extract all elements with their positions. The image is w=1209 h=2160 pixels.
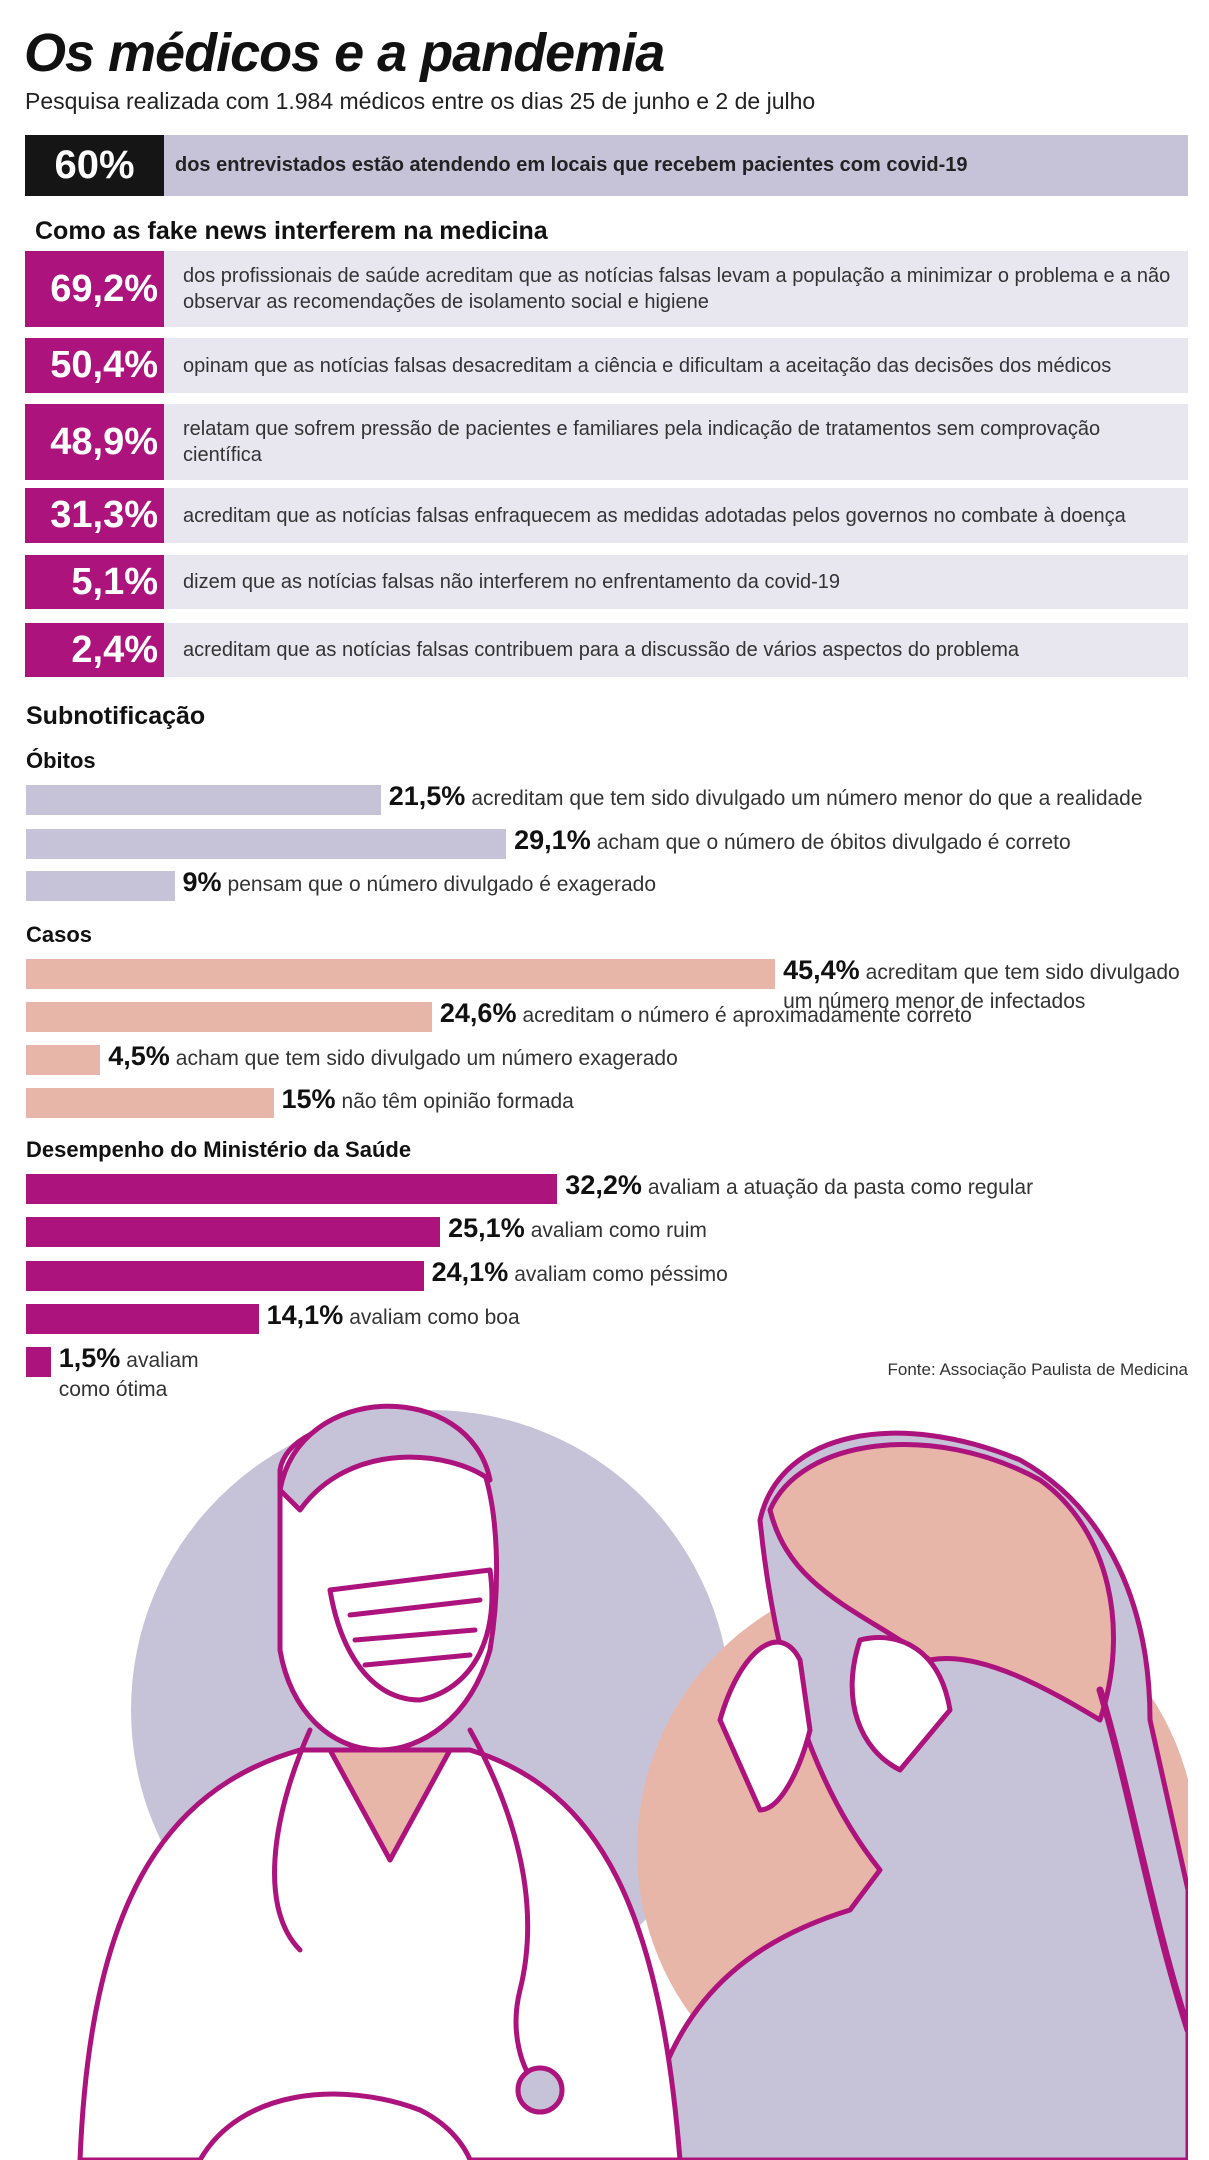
title: Os médicos e a pandemia (24, 23, 665, 83)
bar (26, 1261, 424, 1291)
fake-news-row: 50,4% opinam que as notícias falsas desac… (25, 338, 1188, 393)
bar-label: 45,4% acreditam que tem sido divulgado um… (783, 953, 1200, 1015)
fake-news-text: dizem que as notícias falsas não interfe… (183, 571, 841, 593)
bar-description: não têm opinião formada (341, 1090, 574, 1113)
bar-description: acreditam o número é aproximadamente cor… (522, 1004, 972, 1027)
value-label: 29,1% (514, 825, 591, 855)
bar (26, 1045, 101, 1075)
bar (26, 1174, 558, 1204)
bar (26, 871, 175, 901)
value-label: 15% (281, 1084, 336, 1114)
bar-description: avaliam como péssimo (514, 1263, 728, 1286)
value-label: 14,1% (266, 1300, 344, 1330)
bar-label: 9% pensam que o número divulgado é exager… (183, 865, 657, 900)
bar-description: acreditam que tem sido divulgado um núme… (471, 787, 1143, 810)
bar-description: acreditam que tem sido divulgado um núme… (783, 961, 1180, 1014)
chart-title: Óbitos (26, 748, 96, 773)
fake-news-row: 2,4% acreditam que as notícias falsas con… (25, 623, 1188, 677)
value-label: 32,2% (565, 1170, 642, 1200)
bar-label: 14,1% avaliam como boa (267, 1298, 520, 1333)
fake-news-row: 69,2% dos profissionais de saúde acredita… (25, 251, 1188, 327)
bar-label: 25,1% avaliam como ruim (448, 1211, 707, 1246)
chart-title: Casos (26, 922, 93, 947)
highlight-value: 60% (25, 135, 164, 196)
fake-news-value: 5,1% (25, 555, 164, 609)
fake-news-value: 50,4% (25, 338, 164, 393)
bar-description: pensam que o número divulgado é exagerad… (227, 873, 657, 896)
fake-news-value: 69,2% (25, 251, 164, 327)
fake-news-row: 5,1% dizem que as notícias falsas não int… (25, 555, 1188, 609)
bar-label: 32,2% avaliam a atuação da pasta como reg… (565, 1168, 1033, 1203)
bar-description: avaliam a atuação da pasta como regular (647, 1176, 1034, 1199)
value-label: 21,5% (388, 781, 466, 811)
bar-label: 24,6% acreditam o número é aproximadament… (440, 996, 972, 1031)
bar (26, 1304, 259, 1334)
highlight-text: dos entrevistados estão atendendo em loc… (175, 154, 968, 176)
bar-label: 1,5% avaliam como ótima (59, 1341, 209, 1403)
bar (26, 785, 381, 815)
bar (26, 1347, 51, 1377)
value-label: 9% (182, 867, 222, 897)
fake-news-row: 48,9% relatam que sofrem pressão de pacie… (25, 404, 1188, 480)
subtitle: Pesquisa realizada com 1.984 médicos ent… (25, 88, 816, 114)
bar-description: acham que tem sido divulgado um número e… (175, 1047, 678, 1070)
bar-label: 29,1% acham que o número de óbitos divulg… (514, 823, 1071, 858)
bar (26, 1088, 274, 1118)
bar-label: 21,5% acreditam que tem sido divulgado um… (389, 779, 1143, 814)
value-label: 4,5% (108, 1041, 170, 1071)
bar-description: acham que o número de óbitos divulgado é… (596, 831, 1071, 854)
fake-news-text: opinam que as notícias falsas desacredit… (183, 354, 1112, 377)
value-label: 25,1% (448, 1213, 525, 1243)
chart-title: Desempenho do Ministério da Saúde (26, 1137, 412, 1162)
fake-news-row: 31,3% acreditam que as notícias falsas en… (25, 488, 1188, 543)
value-label: 1,5% (58, 1343, 121, 1373)
fake-news-value: 48,9% (25, 404, 164, 480)
bar-label: 4,5% acham que tem sido divulgado um núme… (108, 1039, 678, 1074)
bar-label: 15% não têm opinião formada (282, 1082, 574, 1117)
fake-news-text: acreditam que as notícias falsas contrib… (183, 639, 1020, 661)
section-title: Como as fake news interferem na medicina (35, 217, 548, 245)
bar (26, 959, 776, 989)
bar-label: 24,1% avaliam como péssimo (432, 1255, 728, 1290)
bar (26, 829, 507, 859)
fake-news-value: 31,3% (25, 488, 164, 543)
fake-news-text: dos profissionais de saúde acreditam que… (183, 265, 1171, 313)
bar-description: avaliam como ótima (58, 1349, 199, 1402)
bar (26, 1217, 441, 1247)
bar-description: avaliam como boa (349, 1306, 520, 1329)
value-label: 24,1% (431, 1257, 509, 1287)
value-label: 24,6% (439, 998, 517, 1028)
source: Fonte: Associação Paulista de Medicina (887, 1360, 1188, 1379)
highlight: 60% dos entrevistados estão atendendo em… (25, 135, 1188, 196)
fake-news-text: acreditam que as notícias falsas enfraqu… (183, 504, 1126, 527)
bar (26, 1002, 432, 1032)
illustration (77, 1403, 1188, 2160)
fake-news-value: 2,4% (25, 623, 164, 677)
fake-news-text: relatam que sofrem pressão de pacientes … (183, 418, 1101, 466)
section-title: Subnotificação (26, 702, 206, 730)
value-label: 45,4% (783, 955, 860, 985)
bar-description: avaliam como ruim (530, 1219, 707, 1242)
